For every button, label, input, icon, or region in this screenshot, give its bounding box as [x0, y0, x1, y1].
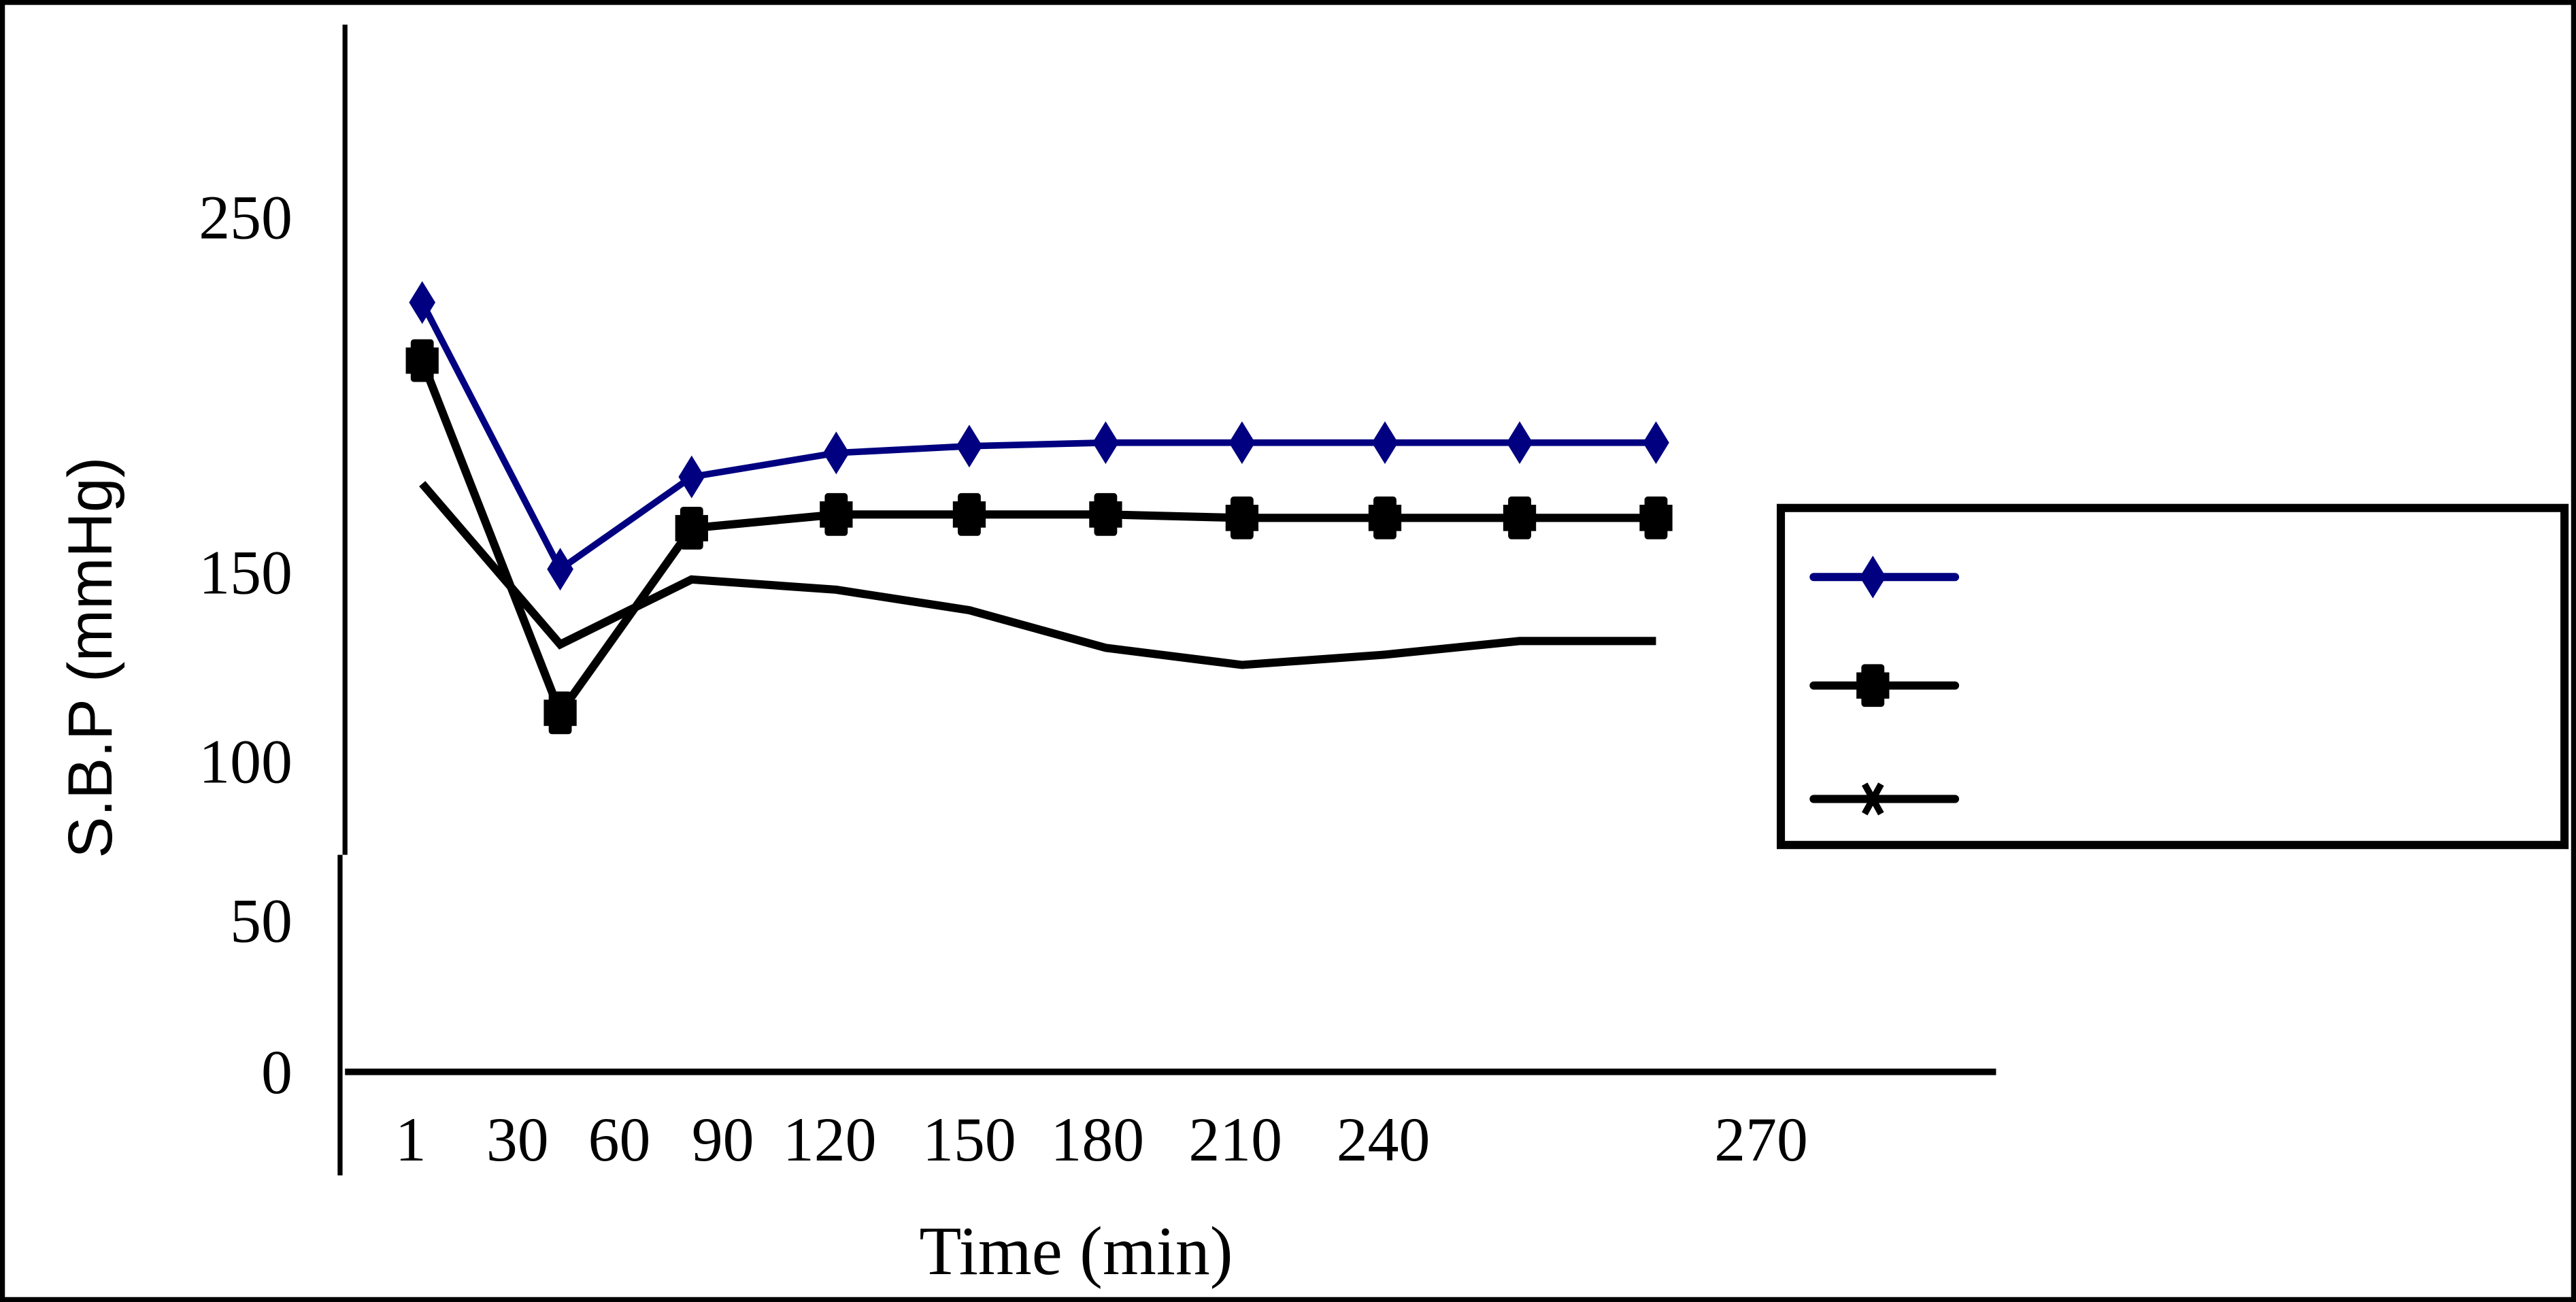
diamond-marker: [1228, 421, 1256, 465]
x-tick-label: 270: [1714, 1105, 1808, 1174]
diamond-marker: [1092, 421, 1119, 465]
square-marker-body: [1856, 672, 1890, 699]
diamond-marker: [409, 281, 436, 324]
x-tick-label: 240: [1337, 1105, 1431, 1174]
y-tick-label: 50: [230, 886, 292, 956]
diamond-marker: [1371, 421, 1399, 465]
legend-item: [1809, 782, 1960, 816]
y-tick-label: 0: [261, 1037, 292, 1107]
y-tick-label: 100: [199, 727, 292, 796]
y-tick-label: 150: [199, 537, 292, 607]
x-tick-label: 90: [692, 1105, 754, 1174]
x-tick-label: 60: [588, 1105, 651, 1174]
square-marker-body: [1368, 505, 1402, 531]
square-marker-body: [405, 347, 439, 374]
series-line: [418, 358, 1656, 722]
legend-item: [1809, 664, 1960, 707]
diamond-marker: [956, 424, 983, 468]
square-marker-body: [1639, 505, 1673, 531]
y-axis-label: S.B.P (mmHg): [56, 457, 125, 858]
square-marker-body: [675, 515, 708, 541]
square-marker-body: [952, 501, 986, 528]
series-2: [405, 339, 1673, 735]
diamond-marker: [547, 548, 573, 591]
diamond-marker: [678, 455, 705, 499]
x-tick-label: 210: [1188, 1105, 1282, 1174]
series-line: [419, 481, 1656, 669]
square-marker-body: [820, 501, 853, 528]
square-marker-body: [1089, 501, 1122, 528]
legend: [1777, 503, 2569, 850]
x-tick-label: 120: [783, 1105, 877, 1174]
x-marker: [1862, 782, 1884, 816]
diamond-marker: [823, 431, 850, 475]
diamond-marker: [1643, 421, 1669, 465]
series-line: [419, 301, 1656, 574]
y-tick-label: 250: [199, 182, 292, 252]
square-marker-body: [1503, 505, 1537, 531]
square-marker-body: [543, 699, 577, 727]
legend-box: [1777, 503, 2569, 850]
x-tick-label: 150: [922, 1105, 1016, 1174]
x-tick-label: 1: [395, 1105, 426, 1174]
x-tick-label: 30: [486, 1105, 549, 1174]
series-1: [409, 281, 1669, 591]
diamond-marker: [1506, 421, 1533, 465]
square-marker-body: [1225, 505, 1259, 531]
series-3: [419, 481, 1656, 669]
x-axis-label: Time (min): [919, 1213, 1233, 1289]
x-tick-label: 180: [1051, 1105, 1145, 1174]
